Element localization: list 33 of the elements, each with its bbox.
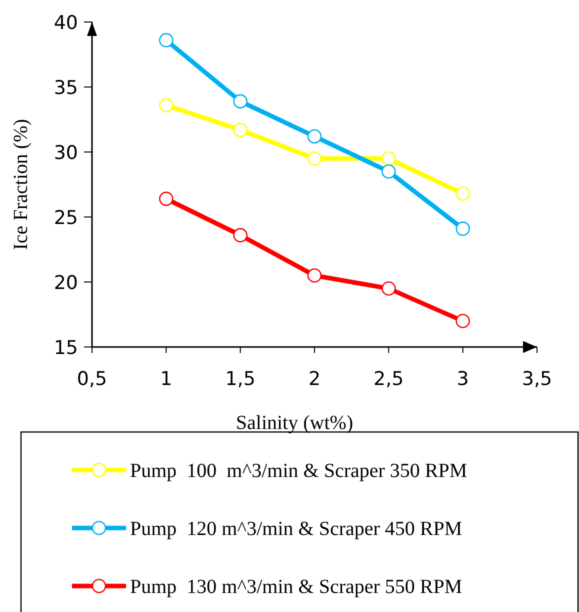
x-tick-label: 2,5 — [374, 368, 404, 390]
point — [307, 268, 322, 283]
x-tick-label: 3,5 — [522, 368, 552, 390]
y-tick-label: 20 — [54, 272, 78, 294]
point — [159, 33, 174, 48]
point — [159, 98, 174, 112]
x-tick-label: 1 — [160, 368, 172, 390]
x-tick-label: 3 — [456, 368, 469, 390]
x-axis-title: Salinity (wt%) — [236, 412, 354, 434]
legend-label: Pump 120 m^3/min & Scraper 450 RPM — [130, 518, 462, 540]
point — [233, 122, 248, 138]
y-tick-label: 35 — [54, 77, 78, 99]
y-tick-label: 15 — [54, 337, 78, 359]
legend-label: Pump 130 m^3/min & Scraper 550 RPM — [130, 576, 462, 598]
y-tick-label: 30 — [54, 142, 78, 164]
point — [159, 192, 174, 206]
x-tick-label: 1,5 — [225, 368, 256, 390]
point — [307, 151, 322, 166]
point — [456, 222, 470, 236]
y-tick-label: 25 — [54, 207, 78, 229]
point — [382, 151, 396, 166]
point — [233, 228, 248, 242]
legend-label: Pump 100 m^3/min & Scraper 350 RPM — [130, 460, 468, 482]
point — [307, 129, 322, 144]
point — [456, 314, 470, 328]
y-axis-title: Ice Fraction (%) — [10, 118, 32, 250]
y-tick-label: 40 — [54, 12, 78, 34]
point — [382, 164, 396, 179]
x-tick-label: 2 — [308, 368, 321, 390]
point — [382, 281, 396, 296]
point — [456, 186, 470, 201]
x-tick-label: 0,5 — [76, 368, 108, 390]
point — [233, 94, 248, 108]
